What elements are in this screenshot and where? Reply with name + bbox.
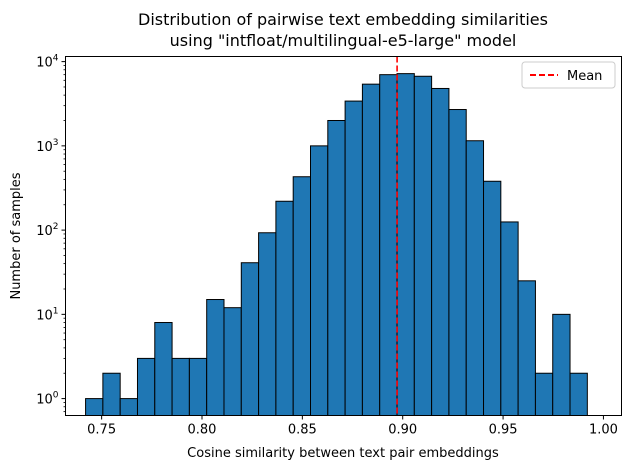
y-tick-label: 102 xyxy=(36,222,58,239)
y-axis-ticks: 100 101 102 103 104 xyxy=(36,54,66,413)
histogram-bar xyxy=(206,299,225,417)
x-tick-label: 0.90 xyxy=(388,423,417,438)
histogram-bar xyxy=(344,100,363,416)
histogram-bar xyxy=(240,262,260,417)
histogram-bar xyxy=(188,357,208,416)
y-tick-label: 100 xyxy=(36,391,59,408)
histogram-bar xyxy=(534,372,554,417)
histogram-bar xyxy=(552,313,571,416)
histogram-bar xyxy=(327,119,346,416)
histogram-bar xyxy=(379,74,398,417)
y-tick-label: 103 xyxy=(36,138,58,155)
histogram-bar xyxy=(310,145,329,416)
histogram-bar xyxy=(292,176,312,416)
bars-group xyxy=(85,73,588,417)
legend-box xyxy=(521,61,616,89)
legend: Mean xyxy=(521,61,616,89)
histogram-bar xyxy=(431,87,450,416)
histogram-bar xyxy=(569,372,588,417)
x-tick-label: 0.80 xyxy=(188,423,217,438)
histogram-bar xyxy=(171,357,190,416)
y-tick-label: 101 xyxy=(36,306,58,323)
histogram-bar xyxy=(258,232,277,416)
x-axis-ticks: 0.75 0.80 0.85 0.90 0.95 1.00 xyxy=(87,415,618,438)
histogram-bar xyxy=(136,357,156,416)
histogram-bar xyxy=(413,75,433,416)
histogram-bar xyxy=(500,221,519,416)
x-tick-label: 1.00 xyxy=(589,423,618,438)
histogram-bar xyxy=(154,322,173,417)
x-tick-label: 0.85 xyxy=(288,423,317,438)
histogram-bar xyxy=(483,180,502,416)
chart-title: Distribution of pairwise text embedding … xyxy=(138,10,548,29)
histogram-bar xyxy=(396,73,415,417)
histogram-bar xyxy=(361,83,381,416)
legend-mean-label: Mean xyxy=(567,69,602,84)
y-axis-label: Number of samples xyxy=(9,172,24,299)
x-tick-label: 0.95 xyxy=(489,423,518,438)
x-tick-label: 0.75 xyxy=(87,423,116,438)
histogram-bar xyxy=(119,398,138,417)
histogram-bar xyxy=(448,109,467,417)
histogram-bar xyxy=(223,307,242,416)
histogram-bar xyxy=(275,200,294,416)
chart-subtitle: using "intfloat/multilingual-e5-large" m… xyxy=(170,31,517,50)
x-axis-label: Cosine similarity between text pair embe… xyxy=(187,446,499,461)
histogram-bar xyxy=(517,280,536,416)
histogram-bar xyxy=(102,372,121,417)
histogram-bar xyxy=(465,140,485,416)
histogram-bar xyxy=(85,398,104,417)
plot-frame xyxy=(65,56,622,416)
y-tick-label: 104 xyxy=(36,54,59,71)
